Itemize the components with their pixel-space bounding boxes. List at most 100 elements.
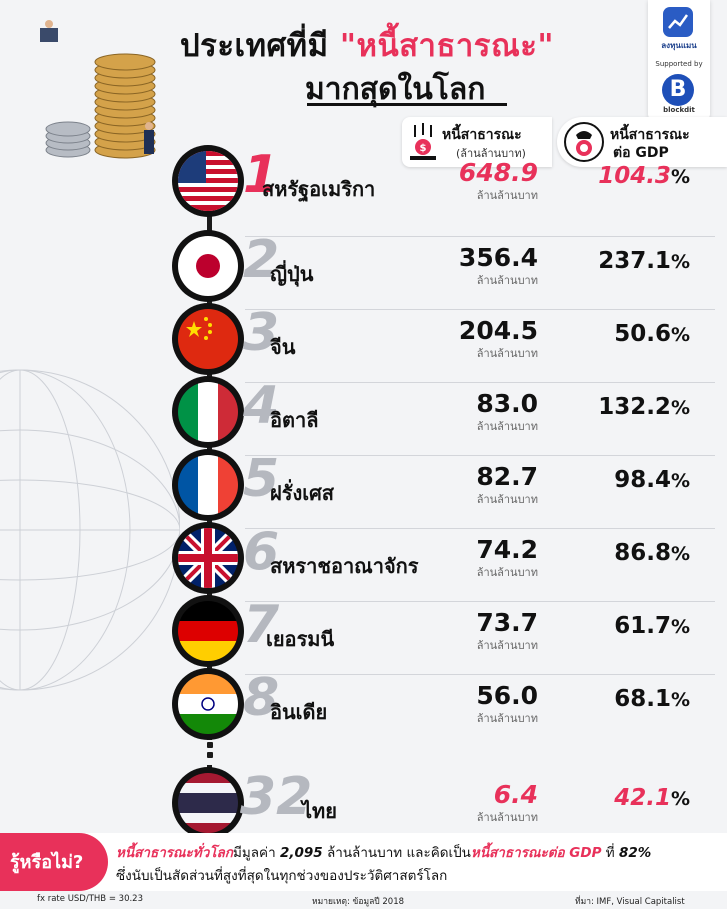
svg-text:$: $ xyxy=(420,143,427,154)
gdp-value: 86.8 xyxy=(614,540,671,566)
gdp-value: 98.4 xyxy=(614,467,671,493)
country-name: อิตาลี xyxy=(270,408,319,432)
debt-value: 6.4 xyxy=(493,780,538,809)
debt-value: 83.0 xyxy=(476,389,538,418)
gdp-value: 132.2 xyxy=(598,394,671,420)
country-row: 32 ไทย 6.4 ล้านล้านบาท 42.1% xyxy=(0,767,727,839)
did-you-know-badge: รู้หรือไม่? xyxy=(0,833,108,891)
gdp-ratio: 104.3% xyxy=(580,163,690,189)
country-row: 7 เยอรมนี 73.7 ล้านล้านบาท 61.7% xyxy=(0,595,727,667)
rank-number: 4 xyxy=(243,376,280,436)
fact-line-2: ซึ่งนับเป็นสัดส่วนที่สูงที่สุดในทุกช่วงข… xyxy=(116,868,448,884)
country-row: 4 อิตาลี 83.0 ล้านล้านบาท 132.2% xyxy=(0,376,727,448)
debt-unit: ล้านล้านบาท xyxy=(476,347,538,360)
india-flag-icon xyxy=(172,668,244,740)
debt-value: 82.7 xyxy=(476,462,538,491)
debt-value: 204.5 xyxy=(458,316,538,345)
rank-number: 6 xyxy=(243,522,280,582)
did-you-know-label: รู้หรือไม่? xyxy=(10,852,84,873)
ellipsis-dots xyxy=(205,742,215,762)
source-note: ที่มา: IMF, Visual Capitalist xyxy=(575,897,685,907)
did-you-know-panel: รู้หรือไม่? หนี้สาธารณะทั่วโลกมีมูลค่า 2… xyxy=(0,833,727,891)
gdp-value: 42.1 xyxy=(614,785,671,811)
data-year-note: หมายเหตุ: ข้อมูลปี 2018 xyxy=(312,897,405,907)
money-bag-icon: $ xyxy=(410,123,436,160)
debt-value: 648.9 xyxy=(458,158,538,187)
debt-value: 73.7 xyxy=(476,608,538,637)
brand-name: ลงทุนแมน xyxy=(661,41,697,50)
row-divider xyxy=(245,382,715,383)
gdp-header-title: หนี้สาธารณะ xyxy=(610,127,690,143)
country-name: ฝรั่งเศส xyxy=(270,481,334,505)
debt-value: 356.4 xyxy=(458,243,538,272)
debt-unit: ล้านล้านบาท xyxy=(476,189,538,202)
thailand-flag-icon xyxy=(172,767,244,839)
rank-number: 3 xyxy=(243,303,280,363)
brand-logo-icon xyxy=(663,7,693,37)
percent-sign: % xyxy=(670,324,690,346)
country-name: ไทย xyxy=(302,799,337,823)
gdp-header-subtitle: ต่อ GDP xyxy=(613,145,669,161)
percent-sign: % xyxy=(670,689,690,711)
percent-sign: % xyxy=(670,470,690,492)
row-divider xyxy=(245,455,715,456)
debt-unit: ล้านล้านบาท xyxy=(476,811,538,824)
partner-name: blockdit xyxy=(663,106,695,114)
rank-number: 32 xyxy=(240,767,313,827)
coin-bag-icon xyxy=(564,122,604,162)
gdp-value: 61.7 xyxy=(614,613,671,639)
gdp-ratio: 61.7% xyxy=(580,613,690,639)
gdp-value: 50.6 xyxy=(614,321,671,347)
row-divider xyxy=(245,236,715,237)
rank-number: 2 xyxy=(243,230,280,290)
debt-unit: ล้านล้านบาท xyxy=(476,274,538,287)
blockdit-logo-icon: B xyxy=(662,74,694,106)
rank-number: 5 xyxy=(243,449,280,509)
debt-value: 56.0 xyxy=(476,681,538,710)
gdp-ratio: 237.1% xyxy=(580,248,690,274)
coin-stack-illustration xyxy=(40,20,156,159)
debt-value: 74.2 xyxy=(476,535,538,564)
country-name: ญี่ปุ่น xyxy=(270,262,314,286)
title-highlight: "หนี้สาธารณะ" xyxy=(339,28,555,64)
country-row: 2 ญี่ปุ่น 356.4 ล้านล้านบาท 237.1% xyxy=(0,230,727,302)
country-name: อินเดีย xyxy=(270,700,328,724)
country-name: จีน xyxy=(270,335,296,359)
supported-by-label: Supported by xyxy=(655,60,703,68)
italy-flag-icon xyxy=(172,376,244,448)
fx-rate-note: fx rate USD/THB = 30.23 xyxy=(37,894,143,904)
percent-sign: % xyxy=(670,397,690,419)
debt-unit: ล้านล้านบาท xyxy=(476,639,538,652)
gdp-column-header: หนี้สาธารณะ ต่อ GDP xyxy=(557,117,727,167)
gdp-ratio: 68.1% xyxy=(580,686,690,712)
subtitle-underline xyxy=(307,103,507,106)
debt-unit: ล้านล้านบาท xyxy=(476,420,538,433)
percent-sign: % xyxy=(670,616,690,638)
percent-sign: % xyxy=(670,543,690,565)
china-flag-icon xyxy=(172,303,244,375)
row-divider xyxy=(245,528,715,529)
globe-wireframe-decoration xyxy=(0,369,180,691)
uk-flag-icon xyxy=(172,522,244,594)
gdp-value: 68.1 xyxy=(614,686,671,712)
country-row: 8 อินเดีย 56.0 ล้านล้านบาท 68.1% xyxy=(0,668,727,740)
rank-number: 7 xyxy=(243,595,280,655)
gdp-ratio: 42.1% xyxy=(580,785,690,811)
gdp-ratio: 86.8% xyxy=(580,540,690,566)
percent-sign: % xyxy=(670,251,690,273)
percent-sign: % xyxy=(670,788,690,810)
row-divider xyxy=(245,601,715,602)
japan-flag-icon xyxy=(172,230,244,302)
gdp-ratio: 98.4% xyxy=(580,467,690,493)
page-title: ประเทศที่มี "หนี้สาธารณะ" xyxy=(180,28,555,64)
debt-unit: ล้านล้านบาท xyxy=(476,566,538,579)
percent-sign: % xyxy=(670,166,690,188)
rank-number: 8 xyxy=(243,668,280,728)
country-row: 1 สหรัฐอเมริกา 648.9 ล้านล้านบาท 104.3% xyxy=(0,145,727,217)
brand-panel: ลงทุนแมน Supported by B blockdit xyxy=(648,0,710,120)
debt-header-title: หนี้สาธารณะ xyxy=(442,127,522,143)
page-subtitle: มากสุดในโลก xyxy=(305,72,486,107)
debt-column-header: $ หนี้สาธารณะ (ล้านล้านบาท) xyxy=(402,117,552,167)
country-name: เยอรมนี xyxy=(266,627,335,651)
row-divider xyxy=(245,674,715,675)
